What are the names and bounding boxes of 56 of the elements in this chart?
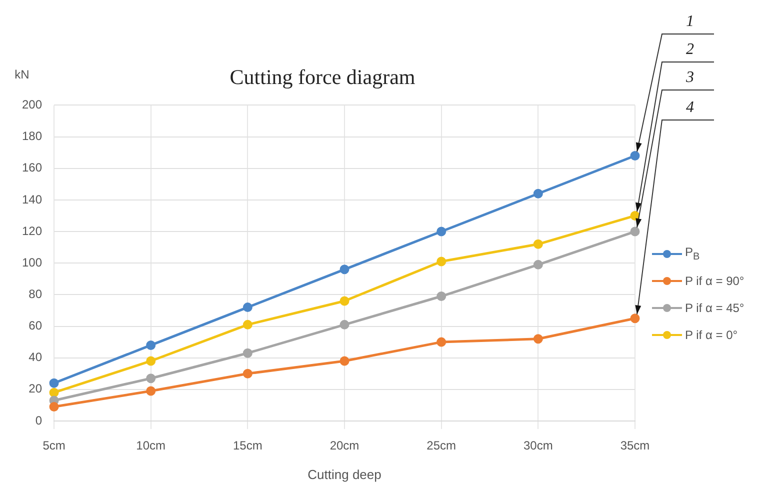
- text: 3: [685, 69, 694, 86]
- y-tick-label: 100: [22, 255, 42, 270]
- y-tick-label: 60: [28, 318, 42, 333]
- point: [533, 239, 543, 249]
- point: [340, 320, 350, 330]
- y-tick-label: 120: [22, 224, 42, 238]
- point: [242, 348, 252, 358]
- point: [630, 226, 640, 236]
- point: [146, 374, 156, 384]
- point: [533, 334, 543, 344]
- point: [146, 340, 156, 350]
- legend-label: P if α = 0°: [685, 328, 738, 342]
- y-axis-title: kN: [14, 68, 30, 82]
- y-tick-label: 40: [28, 350, 42, 364]
- y-tick-label: 0: [35, 413, 42, 428]
- point: [242, 302, 252, 312]
- point: [630, 314, 640, 324]
- y-tick-label: 140: [22, 192, 42, 206]
- text: 4: [686, 99, 694, 116]
- point: [436, 337, 446, 347]
- x-tick-label: 25cm: [426, 438, 456, 453]
- point: [49, 378, 59, 388]
- point: [242, 368, 252, 378]
- legend-label: P$_{B}$: [685, 244, 700, 262]
- point: [630, 150, 640, 160]
- point: [146, 386, 156, 396]
- point: [533, 260, 543, 270]
- text: 2: [686, 41, 694, 58]
- x-tick-label: 20cm: [330, 438, 360, 453]
- point: [49, 402, 59, 412]
- point: [436, 226, 446, 236]
- x-axis-title: Cutting deep: [308, 466, 382, 482]
- y-tick-label: 20: [28, 382, 42, 396]
- y-tick-label: 160: [22, 160, 42, 175]
- y-tick-label: 200: [22, 98, 42, 112]
- point: [340, 296, 350, 306]
- x-tick-label: 5cm: [42, 438, 66, 453]
- text: 1: [686, 13, 694, 30]
- legend-label: P if α = 90°: [685, 274, 744, 288]
- x-tick-label: 30cm: [524, 438, 553, 453]
- x-tick-label: 10cm: [136, 438, 166, 453]
- point: [242, 320, 252, 330]
- point: [340, 264, 350, 274]
- point: [436, 256, 446, 266]
- point: [340, 356, 350, 366]
- legend-label: P if α = 45°: [685, 300, 744, 314]
- x-tick-label: 35cm: [620, 438, 650, 453]
- point: [49, 388, 59, 398]
- y-tick-label: 180: [22, 129, 42, 144]
- point: [146, 356, 156, 366]
- x-tick-label: 15cm: [233, 438, 262, 453]
- point: [533, 188, 543, 198]
- point: [630, 210, 640, 220]
- y-tick-label: 80: [28, 286, 42, 301]
- point: [436, 292, 446, 302]
- chart-title: Cutting force diagram: [230, 65, 416, 90]
